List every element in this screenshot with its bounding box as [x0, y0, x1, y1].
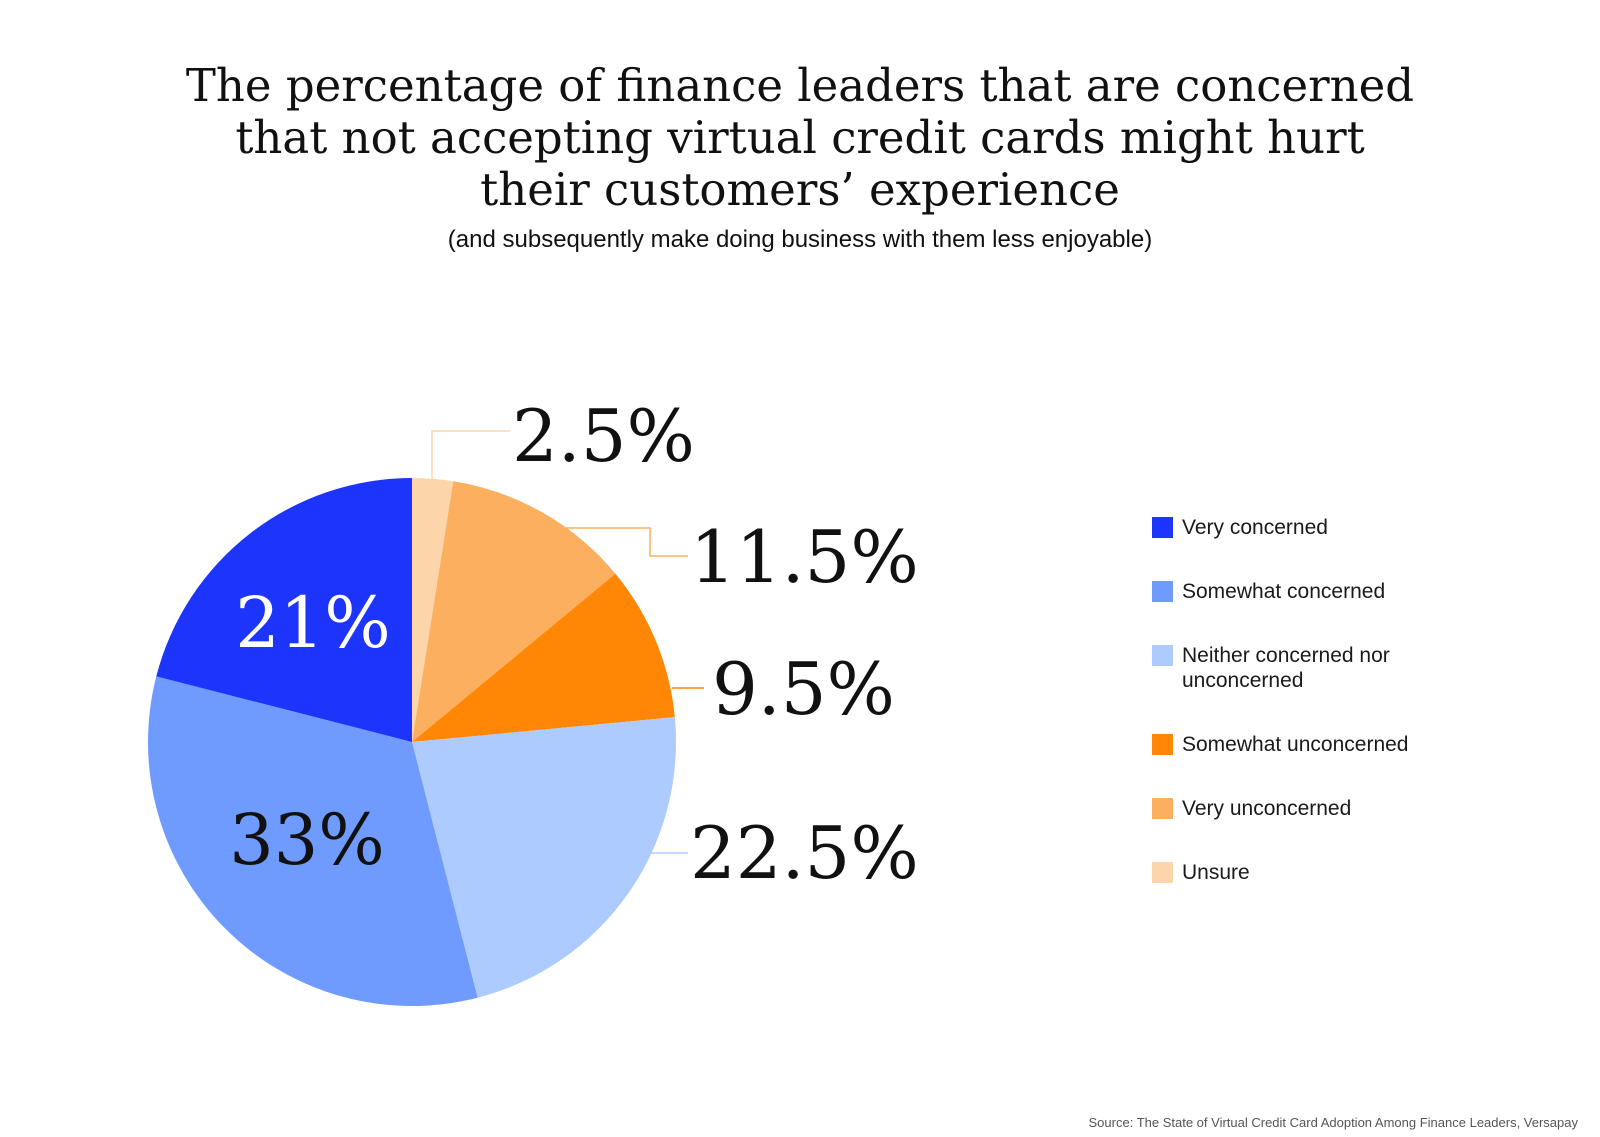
source-note: Source: The State of Virtual Credit Card… — [1088, 1115, 1578, 1130]
pie-slice-very-concerned — [156, 478, 412, 742]
legend-swatch — [1152, 581, 1173, 602]
title-line-3: their customers’ experience — [480, 163, 1120, 216]
pie-slice-somewhat-unconcerned — [412, 573, 675, 742]
legend-label: Somewhat unconcerned — [1182, 733, 1409, 756]
data-label: 33% — [229, 799, 385, 881]
legend-swatch — [1152, 517, 1173, 538]
chart-subtitle: (and subsequently make doing business wi… — [447, 226, 1153, 253]
pie-slice-neither-concerned-nor-unconcerned — [412, 717, 676, 998]
legend-label: Very unconcerned — [1182, 797, 1352, 820]
legend-swatch — [1152, 734, 1173, 755]
legend-label: Somewhat concerned — [1182, 580, 1386, 603]
legend-label: Very concerned — [1182, 516, 1328, 539]
legend-swatch — [1152, 645, 1173, 666]
chart-title: The percentage of finance leaders that a… — [0, 60, 1600, 254]
data-label: 21% — [235, 582, 391, 664]
legend-swatch — [1152, 798, 1173, 819]
leader-line — [566, 527, 688, 557]
pie-slice-somewhat-concerned — [148, 676, 478, 1006]
legend-label: Neither concerned nor unconcerned — [1182, 644, 1390, 692]
pie-slice-unsure — [412, 478, 454, 742]
data-label: 2.5% — [512, 394, 695, 478]
data-label: 9.5% — [712, 647, 895, 731]
title-line-1: The percentage of finance leaders that a… — [185, 59, 1415, 112]
legend-swatch — [1152, 862, 1173, 883]
pie-slice-very-unconcerned — [412, 481, 616, 742]
title-line-2: that not accepting virtual credit cards … — [235, 111, 1365, 164]
leader-line — [431, 430, 510, 480]
data-label: 11.5% — [690, 515, 919, 599]
data-label: 22.5% — [690, 811, 919, 895]
legend-label: Unsure — [1182, 861, 1250, 884]
